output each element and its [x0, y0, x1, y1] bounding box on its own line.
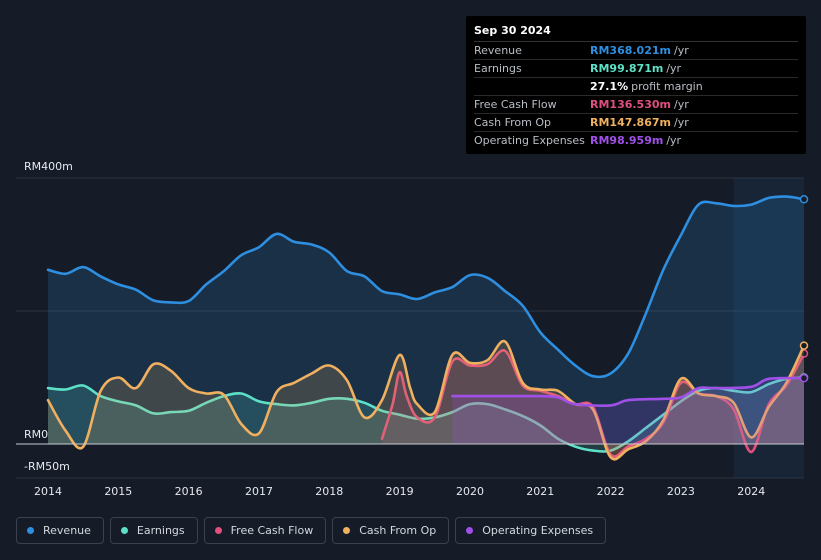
tooltip-row: Revenue RM368.021m/yr — [474, 42, 798, 60]
series-layer — [46, 195, 809, 461]
legend-item-operating-expenses[interactable]: Operating Expenses — [455, 517, 607, 544]
tooltip-label: Revenue — [474, 44, 522, 57]
tooltip-row: Operating Expenses RM98.959m/yr — [474, 132, 798, 149]
legend-label: Operating Expenses — [482, 524, 594, 537]
x-tick-label: 2019 — [386, 485, 414, 498]
x-tick-label: 2014 — [34, 485, 62, 498]
tooltip-value: RM98.959m — [590, 134, 664, 147]
legend-label: Earnings — [136, 524, 185, 537]
tooltip-label — [474, 78, 590, 95]
legend: Revenue Earnings Free Cash Flow Cash From O… — [16, 517, 607, 546]
series-area-free-cash-flow — [382, 350, 804, 457]
legend-label: Cash From Op — [359, 524, 437, 537]
y-tick-label: -RM50m — [24, 460, 70, 473]
y-tick-label: RM400m — [24, 160, 73, 173]
x-tick-label: 2020 — [456, 485, 484, 498]
legend-item-revenue[interactable]: Revenue — [16, 517, 104, 544]
tooltip-date: Sep 30 2024 — [474, 23, 798, 42]
tooltip-unit: /yr — [666, 134, 682, 147]
legend-dot-icon — [120, 527, 128, 534]
label-layer: RM400m RM0 -RM50m 2014 2015 2016 2017 2018 2019 2… — [24, 160, 765, 498]
tooltip-value: RM147.867m — [590, 116, 671, 129]
tooltip-label: Cash From Op — [474, 116, 552, 129]
legend-label: Free Cash Flow — [230, 524, 314, 537]
x-tick-label: 2018 — [315, 485, 343, 498]
tooltip-row: Cash From Op RM147.867m/yr — [474, 114, 798, 132]
legend-dot-icon — [466, 527, 474, 534]
x-tick-label: 2023 — [667, 485, 695, 498]
series-end-point-operating-expenses — [799, 373, 809, 383]
tooltip-label: Earnings — [474, 62, 522, 75]
series-area-cash-from-op — [48, 341, 804, 460]
series-line-revenue — [46, 195, 806, 379]
tooltip-row: 27.1% profit margin — [474, 78, 798, 96]
x-tick-label: 2016 — [175, 485, 203, 498]
series-line-cash-from-op — [46, 339, 806, 461]
tooltip-value: RM99.871m — [590, 62, 664, 75]
legend-item-free-cash-flow[interactable]: Free Cash Flow — [203, 517, 327, 544]
legend-dot-icon — [27, 527, 34, 534]
x-tick-label: 2017 — [245, 485, 273, 498]
x-tick-label: 2021 — [526, 485, 554, 498]
series-area-earnings — [48, 377, 804, 452]
legend-dot-icon — [214, 527, 222, 534]
legend-item-earnings[interactable]: Earnings — [109, 517, 198, 544]
y-tick-label: RM0 — [24, 428, 48, 441]
legend-item-cash-from-op[interactable]: Cash From Op — [332, 517, 450, 544]
tooltip-label: Operating Expenses — [474, 134, 585, 147]
legend-dot-icon — [343, 527, 351, 534]
tooltip-unit: /yr — [673, 44, 689, 57]
series-area-revenue — [48, 196, 804, 444]
tooltip-value: 27.1% — [590, 80, 629, 93]
series-line-operating-expenses — [451, 376, 806, 407]
legend-label: Revenue — [43, 524, 91, 537]
tooltip: Sep 30 2024 Revenue RM368.021m/yr Earnings… — [466, 16, 806, 154]
tooltip-unit: /yr — [673, 116, 689, 129]
tooltip-unit: profit margin — [631, 80, 703, 93]
tooltip-unit: /yr — [673, 98, 689, 111]
x-tick-label: 2015 — [104, 485, 132, 498]
tooltip-rows: Revenue RM368.021m/yr Earnings RM99.871m/yr… — [474, 42, 798, 149]
tooltip-row: Earnings RM99.871m/yr — [474, 60, 798, 78]
series-line-earnings — [46, 376, 806, 453]
x-tick-label: 2024 — [737, 485, 765, 498]
x-tick-label: 2022 — [597, 485, 625, 498]
series-end-point-revenue — [799, 195, 809, 204]
tooltip-row: Free Cash Flow RM136.530m/yr — [474, 96, 798, 114]
tooltip-label: Free Cash Flow — [474, 98, 557, 111]
tooltip-value: RM368.021m — [590, 44, 671, 57]
series-end-point-cash-from-op — [799, 341, 809, 350]
series-area-operating-expenses — [452, 378, 804, 444]
tooltip-value: RM136.530m — [590, 98, 671, 111]
tooltip-unit: /yr — [666, 62, 682, 75]
